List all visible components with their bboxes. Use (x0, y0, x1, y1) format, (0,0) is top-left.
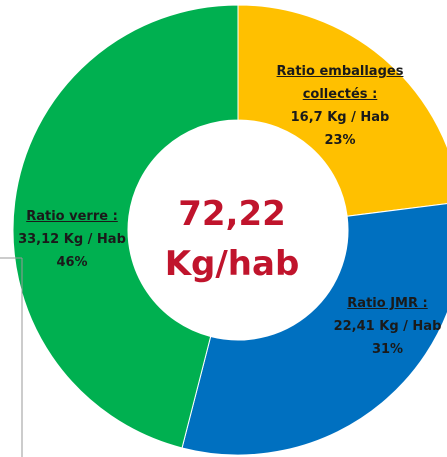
amount-label: 16,7 Kg / Hab (290, 110, 390, 125)
segment-label: Ratio emballages collectés : 16,7 Kg / Ha… (256, 60, 424, 152)
donut-segment (12, 4, 239, 449)
segment-label: Ratio JMR : 22,41 Kg / Hab 31% (315, 292, 447, 361)
donut-segment (237, 4, 447, 217)
amount-label: 33,12 Kg / Hab (18, 232, 126, 247)
category-label: Ratio emballages collectés : (276, 64, 404, 102)
value-label: 23% (324, 133, 356, 148)
center-unit: Kg/hab (164, 244, 300, 284)
donut (12, 4, 447, 456)
amount-label: 22,41 Kg / Hab (333, 319, 442, 334)
category-label: Ratio JMR : (347, 296, 428, 311)
segment-label: Ratio verre : 33,12 Kg / Hab 46% (8, 205, 136, 274)
center-value: 72,22 (178, 194, 286, 234)
category-label: Ratio verre : (26, 209, 118, 224)
value-label: 31% (371, 342, 404, 357)
donut-segment (181, 203, 447, 456)
value-label: 46% (56, 255, 88, 270)
